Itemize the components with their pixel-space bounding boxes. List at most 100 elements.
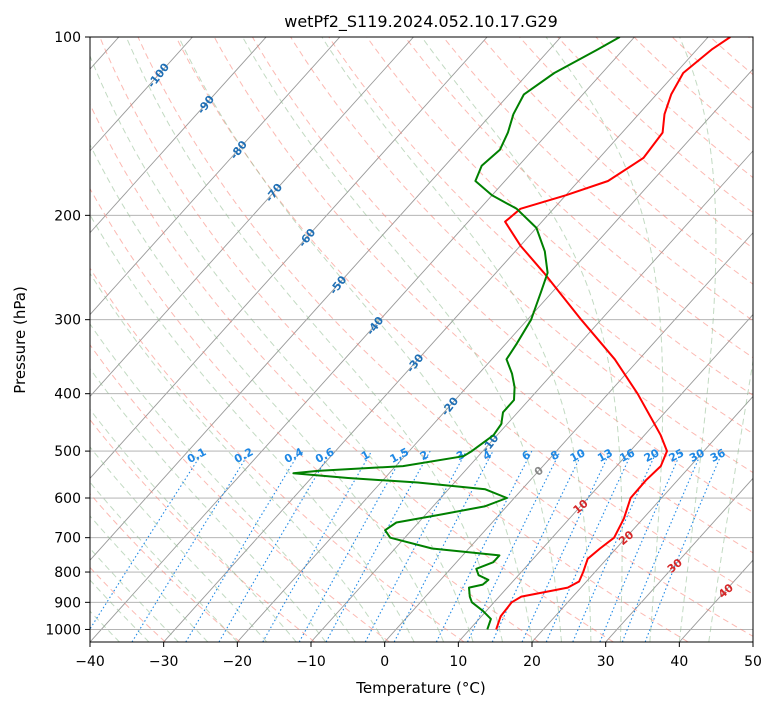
mixing-ratio-label: 1.5 <box>388 445 411 466</box>
mixing-ratio-label: 20 <box>642 446 662 465</box>
sounding-profiles <box>293 37 730 629</box>
dry-adiabat-line <box>100 37 688 642</box>
mixing-ratio-label: 1 <box>359 448 372 463</box>
temperature-profile-line <box>496 37 730 629</box>
x-tick-label: 0 <box>380 654 389 670</box>
dry-adiabat-lines <box>0 37 775 642</box>
plot-frame <box>90 37 753 642</box>
mixing-ratio-label: 0.1 <box>185 445 208 466</box>
dry-adiabat-line <box>710 37 775 642</box>
isotherm-lines <box>0 37 775 642</box>
mixing-ratio-line <box>82 451 204 642</box>
y-tick-label: 900 <box>54 595 81 611</box>
y-tick-label: 300 <box>54 313 81 329</box>
isotherm-line <box>679 37 775 642</box>
mixing-ratio-line <box>263 451 372 642</box>
mixing-ratio-label: 8 <box>548 448 561 463</box>
y-axis: 100 200 300 400 500 600 700 800 900 1000 <box>45 30 90 638</box>
isotherm-line <box>0 37 266 642</box>
mixing-ratio-line <box>546 451 632 642</box>
isotherm-line <box>164 37 709 642</box>
dry-adiabat-line <box>62 37 614 642</box>
dry-adiabat-line <box>0 37 464 642</box>
y-tick-label: 1000 <box>45 622 81 638</box>
moist-adiabat-line <box>0 37 355 642</box>
dry-adiabat-line <box>291 37 775 642</box>
isotherm-line <box>311 37 775 642</box>
moist-adiabat-line <box>46 37 444 642</box>
mixing-ratio-label: 13 <box>595 446 615 465</box>
mixing-ratio-line <box>573 451 657 642</box>
mixing-ratio-line <box>186 451 300 642</box>
isotherm-line <box>606 37 775 642</box>
chart-title: wetPf2_S119.2024.052.10.17.G29 <box>284 12 558 32</box>
mixing-ratio-label: 6 <box>520 448 533 463</box>
isotherm-line <box>385 37 775 642</box>
mixing-ratio-line <box>394 451 493 642</box>
isotherm-label: -100 <box>145 60 172 90</box>
dry-adiabat-line <box>443 37 775 642</box>
moist-adiabat-line <box>0 37 267 642</box>
x-axis-title: Temperature (°C) <box>355 679 485 697</box>
x-tick-label: 40 <box>670 654 688 670</box>
x-tick-label: 30 <box>597 654 615 670</box>
x-tick-label: −40 <box>75 654 105 670</box>
isotherm-line <box>90 37 635 642</box>
mixing-ratio-line <box>622 451 702 642</box>
dry-adiabat-line <box>176 37 775 642</box>
isotherm-labels: -100-90-80-70-60-50-40-30-20-10 <box>145 60 502 455</box>
y-tick-label: 800 <box>54 565 81 581</box>
moist-adiabat-line <box>0 37 237 642</box>
mixing-ratio-label: 0.6 <box>313 445 337 466</box>
y-tick-label: 100 <box>54 30 81 46</box>
y-tick-label: 200 <box>54 208 81 224</box>
pressure-gridlines <box>90 37 753 629</box>
mixing-ratio-line <box>468 451 561 642</box>
dry-adiabat-line <box>0 37 315 642</box>
dry-adiabat-line <box>634 37 775 642</box>
dry-adiabat-line <box>520 37 775 642</box>
mixing-ratio-label: 25 <box>667 446 687 465</box>
moist-adiabat-line <box>0 37 296 642</box>
dry-adiabat-line <box>214 37 775 642</box>
dewpoint-profile-line <box>293 37 619 629</box>
moist-adiabat-line <box>0 37 208 642</box>
dry-adiabat-line <box>0 37 389 642</box>
dry-adiabat-line <box>596 37 775 642</box>
isotherm-line <box>532 37 775 642</box>
isotherm-line <box>0 37 487 642</box>
dry-adiabat-line <box>367 37 775 642</box>
mixing-ratio-label: 10 <box>568 446 588 465</box>
x-tick-label: −20 <box>223 654 253 670</box>
x-tick-label: 20 <box>523 654 541 670</box>
y-tick-label: 400 <box>54 387 81 403</box>
mixing-ratio-label: 36 <box>708 446 728 465</box>
dry-adiabat-line <box>0 37 240 642</box>
moist-adiabat-lines <box>0 37 775 642</box>
dry-adiabat-line <box>252 37 775 642</box>
mixing-ratio-line <box>132 451 250 642</box>
isotherm-line <box>458 37 775 642</box>
y-tick-label: 500 <box>54 444 81 460</box>
x-tick-label: −30 <box>149 654 179 670</box>
x-tick-label: 50 <box>744 654 762 670</box>
x-axis: −40 −30 −20 −10 0 10 20 30 40 50 <box>75 642 762 670</box>
y-tick-label: 600 <box>54 491 81 507</box>
isotherm-line <box>16 37 561 642</box>
y-axis-title: Pressure (hPa) <box>11 286 29 394</box>
moist-adiabat-line <box>546 37 663 642</box>
mixing-ratio-label: 0.2 <box>232 445 255 466</box>
moist-adiabat-line <box>0 37 326 642</box>
dry-adiabat-line <box>558 37 775 642</box>
x-tick-label: −10 <box>296 654 326 670</box>
moist-adiabat-line <box>709 37 775 642</box>
y-tick-label: 700 <box>54 531 81 547</box>
dry-adiabat-line <box>749 37 775 642</box>
moist-adiabat-line <box>679 37 716 642</box>
x-tick-label: 10 <box>449 654 467 670</box>
mixing-ratio-label: 30 <box>687 446 707 465</box>
